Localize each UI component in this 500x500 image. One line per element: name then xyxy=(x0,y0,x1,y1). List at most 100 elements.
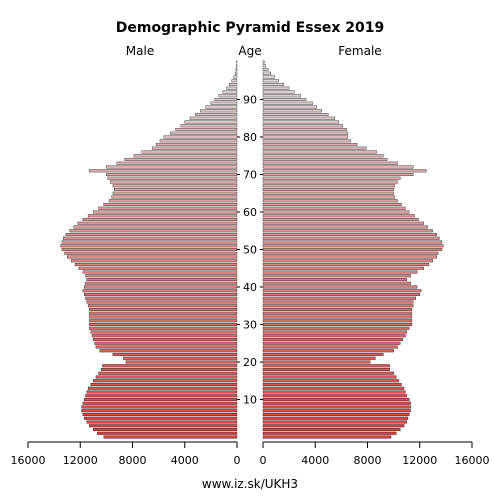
male-bar-age-93 xyxy=(226,86,238,90)
female-bar-age-86 xyxy=(262,113,329,116)
male-bar-age-29 xyxy=(89,326,238,330)
age-axis: 10 20 30 40 50 60 70 80 90 xyxy=(237,94,263,407)
female-bar-age-84 xyxy=(262,120,339,124)
male-bar-age-10 xyxy=(83,398,238,401)
male-bar-age-69 xyxy=(107,176,238,180)
x-tick-label-female-0: 0 xyxy=(260,454,267,467)
male-bar-age-11 xyxy=(85,394,238,398)
male-bar-age-50 xyxy=(61,248,238,251)
male-bar-age-71 xyxy=(89,169,238,173)
male-bar-age-49 xyxy=(64,251,238,255)
female-bar-age-52 xyxy=(262,240,443,244)
female-bar-age-12 xyxy=(262,390,406,394)
male-bar-age-57 xyxy=(77,221,238,225)
male-bar-age-96 xyxy=(233,75,238,79)
female-bar-age-72 xyxy=(262,165,414,169)
female-bar-age-5 xyxy=(262,416,409,420)
female-bar-age-89 xyxy=(262,101,313,105)
male-bar-age-88 xyxy=(205,105,238,109)
male-bar-age-68 xyxy=(110,180,238,184)
female-bar-age-61 xyxy=(262,206,406,210)
male-bar-age-31 xyxy=(89,319,238,323)
female-bars xyxy=(262,60,444,439)
female-bar-age-16 xyxy=(262,375,397,379)
female-bar-age-93 xyxy=(262,86,290,90)
female-bar-age-78 xyxy=(262,143,358,146)
female-bar-age-3 xyxy=(262,424,405,428)
male-bar-age-22 xyxy=(112,353,238,356)
female-bar-age-67 xyxy=(262,184,396,188)
female-bar-age-1 xyxy=(262,431,397,435)
x-tick-label-female-8000: 8000 xyxy=(354,454,382,467)
age-tick-label-90: 90 xyxy=(243,94,257,107)
male-bar-age-92 xyxy=(222,90,238,94)
male-bar-age-86 xyxy=(195,113,238,116)
age-tick-label-30: 30 xyxy=(243,319,257,332)
female-bar-age-48 xyxy=(262,255,437,259)
male-bar-age-47 xyxy=(70,259,238,263)
male-bar-age-58 xyxy=(82,218,238,221)
female-bar-age-25 xyxy=(262,341,401,345)
male-bar-age-79 xyxy=(159,139,238,143)
male-bar-age-75 xyxy=(133,154,238,158)
female-bar-age-21 xyxy=(262,356,376,360)
female-bar-age-81 xyxy=(262,131,349,135)
female-bar-age-29 xyxy=(262,326,410,330)
female-bar-age-2 xyxy=(262,428,401,431)
male-bar-age-63 xyxy=(108,199,238,203)
female-bar-age-58 xyxy=(262,218,419,221)
male-bar-age-18 xyxy=(100,368,238,371)
female-bar-age-44 xyxy=(262,270,418,274)
male-bar-age-23 xyxy=(99,349,238,353)
male-bar-age-15 xyxy=(93,379,238,383)
female-bar-age-83 xyxy=(262,124,343,128)
male-bar-age-24 xyxy=(95,345,238,349)
male-bar-age-30 xyxy=(89,323,238,326)
female-bar-age-74 xyxy=(262,158,388,161)
female-bar-age-79 xyxy=(262,139,351,143)
male-bar-age-51 xyxy=(60,244,238,248)
female-bar-age-11 xyxy=(262,394,407,398)
female-bar-age-60 xyxy=(262,210,410,214)
female-bar-age-53 xyxy=(262,236,440,240)
female-bar-age-10 xyxy=(262,398,410,401)
female-bar-age-39 xyxy=(262,289,422,293)
female-bar-age-77 xyxy=(262,146,367,150)
female-bar-age-46 xyxy=(262,263,430,266)
male-bar-age-83 xyxy=(180,124,238,128)
male-bar-age-80 xyxy=(163,135,238,139)
female-bar-age-68 xyxy=(262,180,398,184)
female-bar-age-13 xyxy=(262,386,405,390)
x-tick-label-female-12000: 12000 xyxy=(402,454,437,467)
female-bar-age-50 xyxy=(262,248,443,251)
female-bar-age-70 xyxy=(262,173,414,176)
x-tick-label-male-8000: 8000 xyxy=(119,454,147,467)
female-bar-age-96 xyxy=(262,75,275,79)
female-bar-age-82 xyxy=(262,128,347,131)
male-bar-age-6 xyxy=(82,413,238,416)
age-tick-label-20: 20 xyxy=(243,356,257,369)
male-bar-age-59 xyxy=(87,214,238,218)
age-tick-label-80: 80 xyxy=(243,131,257,144)
female-bar-age-34 xyxy=(262,308,413,311)
female-bar-age-91 xyxy=(262,94,302,98)
male-bar-age-81 xyxy=(170,131,238,135)
male-bar-age-26 xyxy=(93,338,238,341)
female-bar-age-80 xyxy=(262,135,349,139)
male-bar-age-52 xyxy=(61,240,238,244)
female-bar-age-62 xyxy=(262,203,402,206)
male-bar-age-38 xyxy=(83,293,238,296)
male-bar-age-37 xyxy=(85,296,238,300)
female-bar-age-17 xyxy=(262,371,394,375)
male-bar-age-36 xyxy=(86,300,238,304)
male-bar-age-99 xyxy=(236,64,238,68)
female-bar-age-7 xyxy=(262,409,411,413)
male-label: Male xyxy=(126,44,154,58)
female-bar-age-59 xyxy=(262,214,415,218)
female-bar-age-49 xyxy=(262,251,439,255)
male-bar-age-7 xyxy=(81,409,238,413)
male-bar-age-73 xyxy=(116,161,238,165)
female-bar-age-47 xyxy=(262,259,433,263)
x-tick-label-female-16000: 16000 xyxy=(455,454,490,467)
chart-title: Demographic Pyramid Essex 2019 xyxy=(116,20,385,36)
